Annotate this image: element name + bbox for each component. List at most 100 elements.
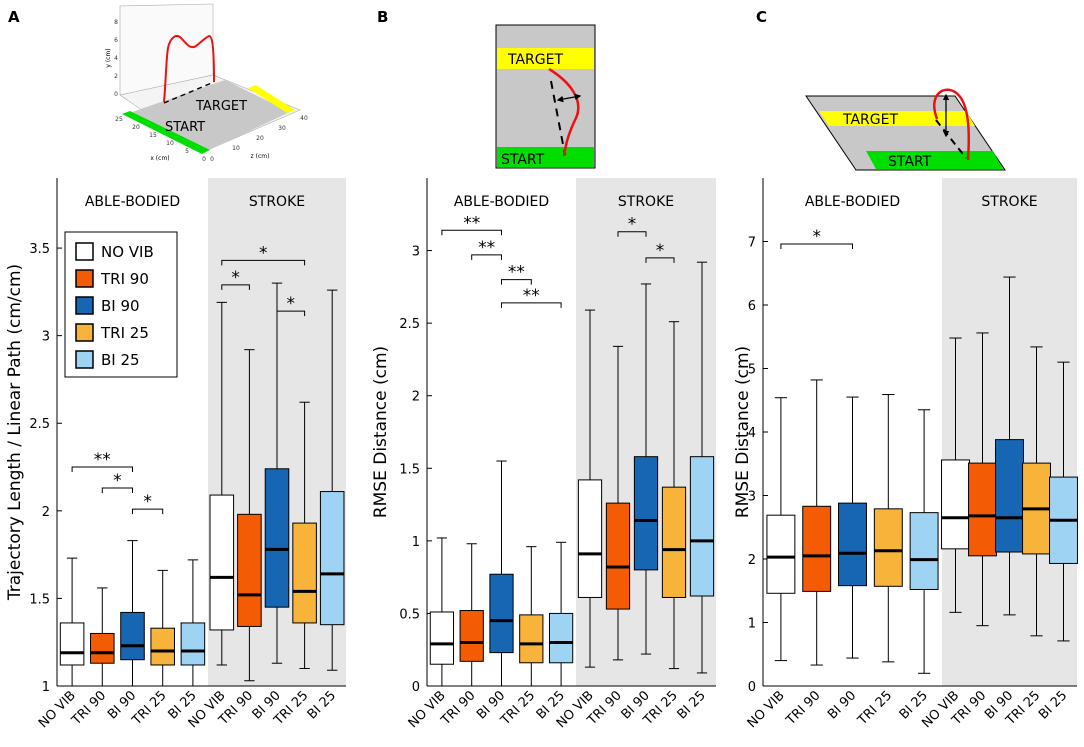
box-bi-90 <box>489 460 514 687</box>
legend-label: TRI 90 <box>100 270 149 288</box>
legend-swatch-bi-25 <box>75 350 94 369</box>
group-label: STROKE <box>618 194 674 210</box>
y-tick-label: 2.5 <box>29 417 50 432</box>
y-tick-label: 4 <box>748 426 756 441</box>
significance-bracket: * <box>780 227 853 250</box>
box-iqr <box>292 522 317 624</box>
illus-b-start: START <box>501 152 545 168</box>
illus-a-start: START <box>165 120 205 135</box>
x-tick-label: TRI 90 <box>68 688 109 729</box>
y-axis-label: Trajectory Length / Linear Path (cm/cm) <box>5 264 25 601</box>
y-tick-label: 0.5 <box>399 607 420 622</box>
significance-bracket: * <box>221 243 306 266</box>
trajectory-a <box>163 34 215 103</box>
illus-a-y-tick: 4 <box>114 55 118 62</box>
y-tick-label: 5 <box>748 363 756 378</box>
start-band-a <box>122 111 210 154</box>
box-tri-25 <box>519 546 544 687</box>
illus-a-y-ticks: 0 2 4 6 8 <box>114 19 118 98</box>
panel-label-a: A <box>8 8 20 26</box>
significance-bracket: * <box>645 241 675 263</box>
box-tri-90 <box>802 379 832 666</box>
bracket-line <box>101 487 133 494</box>
significance-marker: * <box>143 492 152 512</box>
group-label: STROKE <box>981 194 1037 210</box>
group-label: STROKE <box>249 194 305 210</box>
box-tri-25 <box>661 321 687 670</box>
y-tick-label: 2 <box>748 553 756 568</box>
illus-c-target: TARGET <box>842 112 898 128</box>
legend-swatch-tri-25 <box>75 323 94 342</box>
chart-b: 0 0.5 1 1.5 2 2.5 3 RMSE Distance (cm) ABLE-BODI… <box>371 178 716 731</box>
trajectory-c <box>933 88 971 161</box>
start-band-c <box>866 151 1003 169</box>
illus-a-z-axis-label: z (cm) <box>251 153 270 160</box>
illus-a-z-tick: 20 <box>256 135 264 142</box>
box-iqr <box>968 462 997 557</box>
significance-marker: ** <box>523 286 540 306</box>
box-bi-25 <box>180 559 206 687</box>
illus-a-x-tick: 20 <box>132 124 140 131</box>
box-iqr <box>633 456 659 571</box>
illus-a-x-tick: 0 <box>202 156 206 163</box>
box-iqr <box>577 479 603 598</box>
box-tri-90 <box>605 345 631 661</box>
significance-marker: * <box>259 243 268 263</box>
box-tri-90 <box>459 543 484 687</box>
box-iqr <box>209 494 235 631</box>
box-iqr <box>802 505 832 592</box>
illus-a-target: TARGET <box>195 99 247 114</box>
significance-marker: ** <box>478 238 495 258</box>
illus-a-x-tick: 15 <box>149 132 157 139</box>
box-tri-90 <box>90 587 115 687</box>
significance-bracket: ** <box>471 238 502 260</box>
illus-a-y-tick: 6 <box>114 37 118 44</box>
box-tri-25 <box>1022 346 1051 637</box>
box-iqr <box>459 610 484 662</box>
linear-path-b <box>550 80 566 156</box>
significance-marker: ** <box>463 213 480 233</box>
illus-a-y-tick: 0 <box>114 91 118 98</box>
bracket-line <box>780 243 853 250</box>
illus-a-z-tick: 30 <box>278 125 286 132</box>
illus-a-x-tick: 10 <box>166 140 174 147</box>
group-label: ABLE-BODIED <box>454 194 549 210</box>
bracket-line <box>617 231 647 237</box>
significance-bracket: * <box>132 492 164 515</box>
box-no-vib <box>766 397 796 662</box>
y-tick-label: 7 <box>748 236 756 251</box>
y-tick-label: 1 <box>748 617 756 632</box>
significance-bracket: * <box>221 268 250 290</box>
y-tick-label: 1 <box>42 680 50 695</box>
y-tick-label: 6 <box>748 299 756 314</box>
panel-label-c: C <box>756 8 767 26</box>
illustration-a: TARGET START y (cm) 0 2 4 6 8 25 20 15 1… <box>105 3 308 163</box>
illus-c-start: START <box>888 154 932 170</box>
box-iqr <box>120 611 145 661</box>
box-iqr <box>489 573 514 654</box>
box-no-vib <box>429 537 455 687</box>
legend-swatch-tri-90 <box>75 269 94 288</box>
y-tick-label: 0 <box>748 680 756 695</box>
box-bi-25 <box>548 541 574 687</box>
illus-a-z-tick: 10 <box>232 145 240 152</box>
box-no-vib <box>59 557 85 687</box>
box-tri-25 <box>292 401 317 669</box>
box-no-vib <box>941 337 970 613</box>
bracket-line <box>71 466 133 473</box>
box-iqr <box>90 632 115 664</box>
box-bi-90 <box>633 283 659 655</box>
box-iqr <box>150 627 175 666</box>
significance-marker: * <box>231 268 240 288</box>
y-tick-label: 1.5 <box>399 462 420 477</box>
box-iqr <box>873 508 903 587</box>
legend-label: TRI 25 <box>100 324 149 342</box>
x-tick-label: TRI 90 <box>783 688 824 729</box>
box-tri-90 <box>968 332 997 627</box>
illus-a-y-tick: 2 <box>114 73 118 80</box>
group-label: ABLE-BODIED <box>85 194 180 210</box>
target-band-b <box>497 48 594 69</box>
box-iqr <box>429 611 455 665</box>
